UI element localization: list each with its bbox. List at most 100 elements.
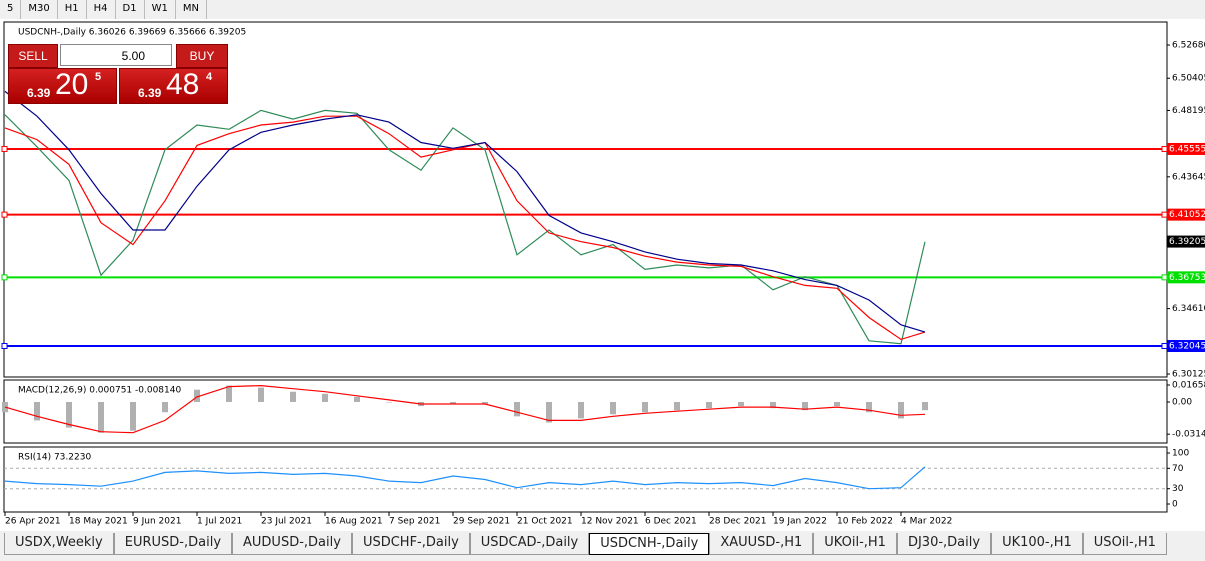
y-tick-label: -0.03142 — [1172, 430, 1205, 440]
symbol-tab[interactable]: USDCAD-,Daily — [469, 533, 590, 555]
histogram-bar — [258, 387, 264, 402]
y-tick-label: 100 — [1172, 449, 1189, 459]
histogram-bar — [386, 401, 392, 403]
series-line — [4, 109, 926, 345]
symbol-tab[interactable]: UKOil-,H1 — [813, 533, 897, 555]
level-handle — [1161, 145, 1168, 152]
level-label: 6.41052 — [1169, 210, 1205, 220]
histogram-bar — [898, 401, 904, 419]
level-handle — [1161, 343, 1168, 350]
histogram-bar — [162, 401, 168, 413]
symbol-tab[interactable]: USDX,Weekly — [4, 533, 114, 555]
timeframe-button[interactable]: H4 — [87, 0, 116, 19]
level-handle — [1, 211, 8, 218]
histogram-bar — [354, 396, 360, 402]
y-tick-label: 0 — [1172, 499, 1178, 509]
y-tick-label: 6.34610 — [1172, 304, 1205, 314]
histogram-bar — [450, 401, 456, 405]
level-label-box — [1167, 271, 1205, 284]
level-label: 6.32045 — [1169, 342, 1205, 352]
x-tick-label: 29 Sep 2021 — [453, 517, 510, 527]
sell-price[interactable]: 6.39 20 5 — [8, 68, 117, 104]
price-big: 20 — [55, 68, 89, 101]
symbol-tab[interactable]: EURUSD-,Daily — [113, 533, 233, 555]
histogram-bar — [194, 389, 200, 402]
histogram-bar — [802, 401, 808, 411]
timeframe-toolbar: 5 M30 H1 H4 D1 W1 MN — [0, 0, 207, 19]
symbol-tab[interactable]: XAUUSD-,H1 — [709, 533, 814, 555]
sell-button[interactable]: SELL — [8, 44, 58, 68]
level-handle — [1161, 211, 1168, 218]
y-tick-label: 70 — [1172, 464, 1184, 474]
lot-input[interactable]: 5.00 — [60, 44, 172, 66]
histogram-bar — [226, 385, 232, 402]
buy-price[interactable]: 6.39 48 4 — [119, 68, 228, 104]
timeframe-button[interactable]: M30 — [21, 0, 58, 19]
x-tick-label: 26 Apr 2021 — [5, 517, 61, 527]
histogram-bar — [34, 401, 40, 421]
histogram-bar — [98, 401, 104, 433]
level-label-box — [1167, 340, 1205, 353]
panel-title: RSI(14) 73.2230 — [18, 453, 91, 463]
histogram-bar — [706, 401, 712, 409]
panel-title: MACD(12,26,9) 0.000751 -0.008140 — [18, 386, 181, 396]
y-tick-label: 0.01658 — [1172, 381, 1205, 391]
y-tick-label: 6.43645 — [1172, 172, 1205, 182]
symbol-tab[interactable]: USOil-,H1 — [1082, 533, 1167, 555]
series-line — [4, 115, 926, 341]
histogram-bar — [578, 401, 584, 419]
histogram-bar — [834, 401, 840, 407]
price-prefix: 6.39 — [27, 86, 51, 100]
series-line — [4, 466, 926, 490]
price-small: 4 — [206, 71, 213, 83]
last-price-box — [1167, 235, 1205, 248]
series-line — [4, 90, 926, 333]
histogram-bar — [642, 401, 648, 413]
x-tick-label: 7 Sep 2021 — [389, 517, 440, 527]
x-tick-label: 19 Jan 2022 — [773, 517, 827, 527]
y-tick-label: 6.52680 — [1172, 41, 1205, 51]
histogram-bar — [738, 401, 744, 407]
price-big: 48 — [166, 68, 200, 101]
symbol-tab[interactable]: USDCNH-,Daily — [589, 533, 710, 555]
timeframe-button[interactable]: MN — [176, 0, 207, 19]
level-handle — [1161, 274, 1168, 281]
y-tick-label: 6.48195 — [1172, 106, 1205, 116]
symbol-tab[interactable]: AUDUSD-,Daily — [232, 533, 352, 555]
x-tick-label: 1 Jul 2021 — [197, 517, 242, 527]
symbol-tab[interactable]: USDCHF-,Daily — [351, 533, 470, 555]
last-price-label: 6.39205 — [1169, 237, 1205, 247]
histogram-bar — [482, 401, 488, 405]
level-handle — [1, 145, 8, 152]
y-tick-label: 30 — [1172, 484, 1184, 494]
level-handle — [1, 343, 8, 350]
panel-title: USDCNH-,Daily 6.36026 6.39669 6.35666 6.… — [18, 28, 246, 38]
symbol-tab[interactable]: UK100-,H1 — [991, 533, 1083, 555]
x-tick-label: 21 Oct 2021 — [517, 517, 573, 527]
symbol-tab[interactable]: DJ30-,Daily — [896, 533, 992, 555]
series-line — [4, 384, 926, 434]
timeframe-button[interactable]: W1 — [145, 0, 176, 19]
timeframe-button[interactable]: 5 — [0, 0, 22, 19]
x-tick-label: 12 Nov 2021 — [581, 517, 639, 527]
x-tick-label: 23 Jul 2021 — [261, 517, 312, 527]
x-tick-label: 16 Aug 2021 — [325, 517, 383, 527]
one-click-trading: SELL 5.00 BUY 6.39 20 5 6.39 48 4 — [8, 44, 228, 104]
chart-area: USDCNH-,Daily 6.36026 6.39669 6.35666 6.… — [0, 19, 1205, 531]
chart-background — [0, 19, 1205, 531]
buy-button[interactable]: BUY — [176, 44, 228, 68]
y-tick-label: 6.50405 — [1172, 74, 1205, 84]
timeframe-button[interactable]: H1 — [58, 0, 87, 19]
x-tick-label: 28 Dec 2021 — [709, 517, 767, 527]
y-tick-label: 6.30125 — [1172, 370, 1205, 380]
panel-frame — [3, 446, 1168, 513]
level-label-box — [1167, 208, 1205, 221]
timeframe-button[interactable]: D1 — [116, 0, 145, 19]
panel-frame — [3, 21, 1168, 378]
price-small: 5 — [95, 71, 102, 83]
y-tick-label: 0.00 — [1172, 397, 1192, 407]
level-label-box — [1167, 142, 1205, 155]
symbol-tabs: USDX,Weekly EURUSD-,Daily AUDUSD-,Daily USD… — [4, 533, 1167, 555]
histogram-bar — [130, 401, 136, 431]
x-tick-label: 10 Feb 2022 — [837, 517, 893, 527]
